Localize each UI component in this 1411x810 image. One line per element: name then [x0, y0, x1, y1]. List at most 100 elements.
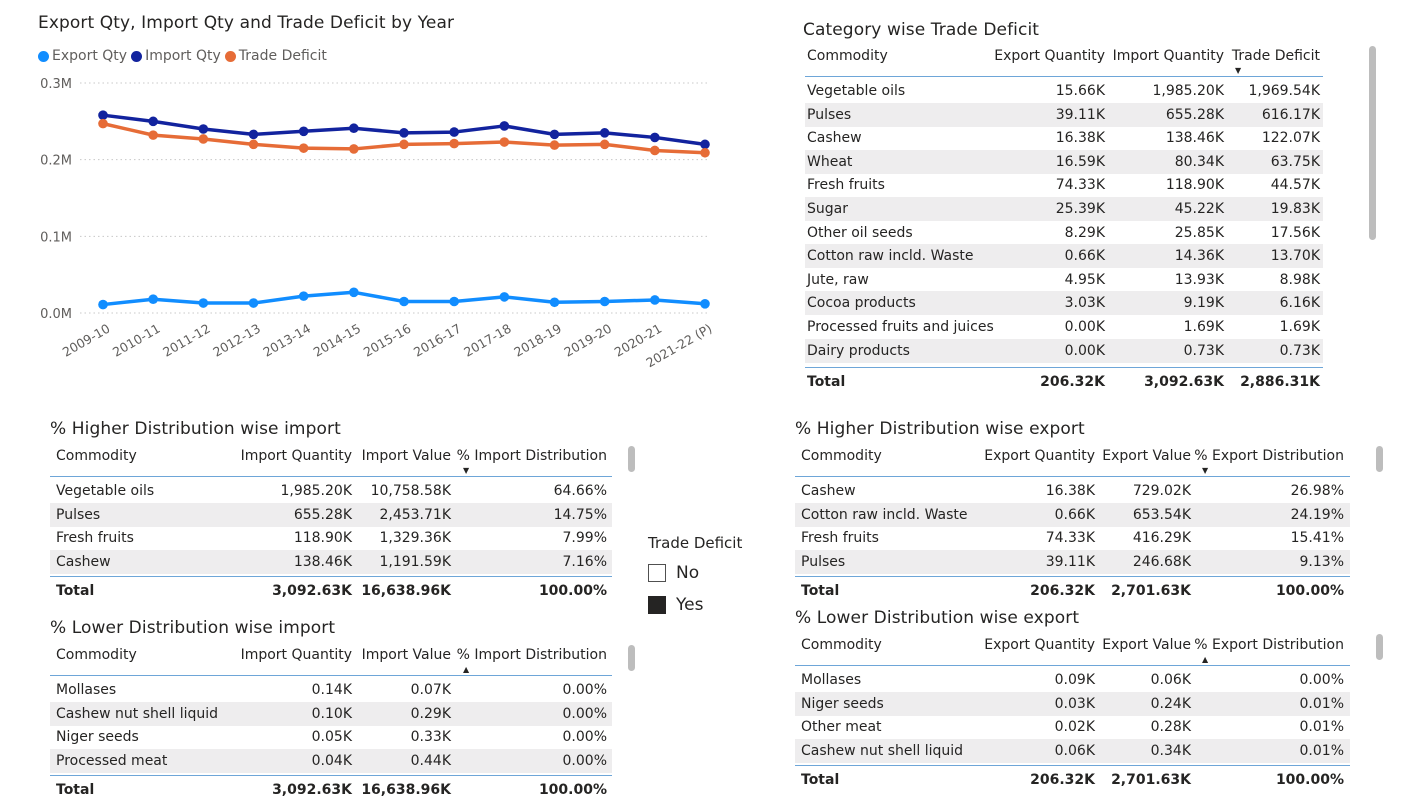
total-cell: Total [801, 583, 840, 600]
legend-item-export-qty[interactable]: Export Qty [38, 48, 127, 64]
x-tick-label: 2009-10 [60, 321, 113, 360]
column-header[interactable]: % Export Distribution [1194, 448, 1344, 464]
table-cell: 118.90K [293, 530, 352, 547]
table-cell: 0.29K [410, 705, 451, 722]
column-header[interactable]: Commodity [56, 647, 137, 663]
sort-descending-icon[interactable]: ▼ [463, 466, 470, 475]
table-cell: 0.01% [1299, 719, 1344, 736]
table-header: Commodity Import Quantity Import Value % Im… [50, 642, 612, 676]
table-row[interactable]: Fresh fruits 118.90K 1,329.36K 7.99% [50, 526, 612, 550]
column-header[interactable]: Commodity [807, 48, 888, 64]
table-row[interactable]: Processed fruits and juices 0.00K 1.69K 1.6… [805, 315, 1323, 339]
sort-descending-icon[interactable]: ▼ [1235, 66, 1242, 75]
sort-ascending-icon[interactable]: ▲ [1202, 655, 1209, 664]
table-header: Commodity Export Quantity Import Quantity T… [805, 43, 1323, 77]
table-row[interactable]: Dairy products 0.00K 0.73K 0.73K [805, 338, 1323, 363]
slicer-option-no[interactable]: No [648, 563, 699, 583]
table-cell: Sugar [807, 201, 848, 217]
lower-import-scrollbar[interactable] [628, 645, 635, 671]
data-point-trade-deficit [549, 140, 560, 150]
total-cell: 100.00% [538, 782, 607, 799]
column-header[interactable]: Import Quantity [240, 448, 352, 464]
column-header[interactable]: Import Value [361, 647, 451, 663]
table-row[interactable]: Cashew nut shell liquid 0.06K 0.34K 0.01% [795, 738, 1350, 763]
table-cell: Processed fruits and juices [807, 319, 994, 335]
table-cell: Dairy products [807, 342, 910, 359]
column-header[interactable]: Commodity [801, 448, 882, 464]
table-cell: Cocoa products [807, 295, 916, 312]
table-row[interactable]: Cashew nut shell liquid 0.10K 0.29K 0.00% [50, 701, 612, 726]
legend-item-trade-deficit[interactable]: Trade Deficit [224, 48, 327, 64]
table-row[interactable]: Pulses 39.11K 246.68K 9.13% [795, 549, 1350, 574]
table-row[interactable]: Other oil seeds 8.29K 25.85K 17.56K [805, 221, 1323, 245]
table-row[interactable]: Cashew 138.46K 1,191.59K 7.16% [50, 549, 612, 574]
table-row[interactable]: Sugar 25.39K 45.22K 19.83K [805, 197, 1323, 221]
table-cell: 63.75K [1270, 153, 1320, 170]
line-chart-visual[interactable]: Export Qty, Import Qty and Trade Deficit… [0, 0, 730, 390]
higher-export-table: Commodity Export Quantity Export Value% Ex… [795, 443, 1350, 603]
column-header[interactable]: Import Quantity [1112, 48, 1224, 64]
table-cell: Other oil seeds [807, 224, 913, 241]
table-row[interactable]: Wheat 16.59K 80.34K 63.75K [805, 149, 1323, 174]
column-header[interactable]: Export Quantity [984, 637, 1095, 653]
x-tick-label: 2017-18 [461, 321, 514, 360]
table-row[interactable]: Cotton raw incld. Waste 0.66K 653.54K 24.19… [795, 502, 1350, 527]
table-cell: 15.41% [1290, 530, 1344, 547]
slicer-option-yes[interactable]: Yes [648, 595, 703, 615]
x-tick-label: 2015-16 [361, 321, 414, 360]
slicer-title: Trade Deficit [648, 534, 743, 552]
table-row[interactable]: Cashew 16.38K 138.46K 122.07K [805, 126, 1323, 150]
higher-export-scrollbar[interactable] [1376, 446, 1383, 472]
column-header[interactable]: Import Quantity [240, 647, 352, 663]
higher-import-scrollbar[interactable] [628, 446, 635, 472]
table-row[interactable]: Niger seeds 0.03K 0.24K 0.01% [795, 691, 1350, 716]
column-header[interactable]: Import Value [361, 448, 451, 464]
table-cell: Pulses [807, 106, 852, 123]
table-cell: Jute, raw [807, 271, 869, 288]
legend-item-import-qty[interactable]: Import Qty [131, 48, 221, 64]
table-row[interactable]: Cocoa products 3.03K 9.19K 6.16K [805, 291, 1323, 316]
column-header[interactable]: Trade Deficit [1231, 48, 1320, 64]
table-row[interactable]: Processed meat 0.04K 0.44K 0.00% [50, 748, 612, 773]
column-header[interactable]: Export Quantity [984, 448, 1095, 464]
table-cell: Cotton raw incld. Waste [807, 248, 974, 265]
column-header[interactable]: % Export Distribution [1194, 637, 1344, 653]
table-row[interactable]: Mollases 0.09K 0.06K 0.00% [795, 668, 1350, 692]
lower-export-scrollbar[interactable] [1376, 634, 1383, 660]
table-row[interactable]: Pulses 655.28K 2,453.71K 14.75% [50, 502, 612, 527]
column-header[interactable]: Export Value [1102, 637, 1191, 653]
table-cell: Fresh fruits [56, 530, 134, 547]
table-row[interactable]: Pulses 39.11K 655.28K 616.17K [805, 102, 1323, 127]
data-point-import-qty [298, 126, 309, 137]
column-header[interactable]: Export Value [1102, 448, 1191, 464]
x-tick-label: 2016-17 [411, 321, 464, 360]
total-cell: 3,092.63K [1144, 374, 1224, 391]
table-row[interactable]: Fresh fruits 74.33K 118.90K 44.57K [805, 173, 1323, 197]
table-row[interactable]: Vegetable oils 15.66K 1,985.20K 1,969.54K [805, 79, 1323, 103]
sort-ascending-icon[interactable]: ▲ [463, 665, 470, 674]
checkbox-unchecked-icon[interactable] [648, 564, 666, 582]
higher-import-table: Commodity Import Quantity Import Value % Im… [50, 443, 612, 603]
category-table-scrollbar[interactable] [1369, 46, 1376, 240]
table-row[interactable]: Jute, raw 4.95K 13.93K 8.98K [805, 268, 1323, 292]
table-row[interactable]: Cotton raw incld. Waste 0.66K 14.36K 13.70K [805, 244, 1323, 269]
table-row[interactable]: Cashew 16.38K 729.02K 26.98% [795, 479, 1350, 503]
table-row[interactable]: Mollases 0.14K 0.07K 0.00% [50, 678, 612, 702]
data-point-export-qty [198, 298, 209, 308]
table-row[interactable]: Vegetable oils 1,985.20K 10,758.58K 64.66% [50, 479, 612, 503]
column-header[interactable]: % Import Distribution [456, 647, 607, 663]
table-row[interactable]: Fresh fruits 74.33K 416.29K 15.41% [795, 526, 1350, 550]
table-cell: 44.57K [1270, 177, 1320, 194]
total-row: Total 3,092.63K 16,638.96K 100.00% [50, 775, 612, 803]
column-header[interactable]: Commodity [56, 448, 137, 464]
table-row[interactable]: Other meat 0.02K 0.28K 0.01% [795, 715, 1350, 739]
checkbox-checked-icon[interactable] [648, 596, 666, 614]
table-cell: 7.99% [562, 530, 607, 547]
sort-descending-icon[interactable]: ▼ [1202, 466, 1209, 475]
column-header[interactable]: Commodity [801, 637, 882, 653]
total-cell: 206.32K [1030, 772, 1095, 789]
x-tick-label: 2010-11 [110, 321, 163, 360]
column-header[interactable]: % Import Distribution [456, 448, 607, 464]
column-header[interactable]: Export Quantity [994, 48, 1105, 64]
table-row[interactable]: Niger seeds 0.05K 0.33K 0.00% [50, 725, 612, 749]
